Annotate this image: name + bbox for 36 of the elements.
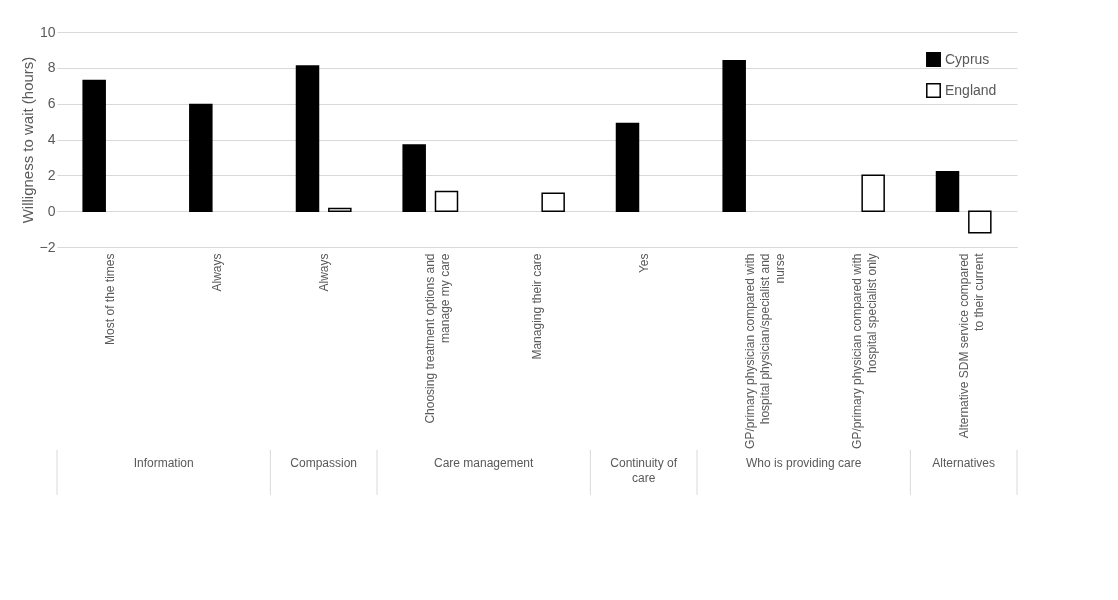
bar [295,65,320,212]
bar [615,122,640,212]
text: Care management [433,456,535,470]
bar [968,210,992,234]
legend-label: Cyprus [945,50,990,67]
bar [189,103,213,212]
text: Continuity of care [610,456,678,485]
y-tick-label: 6 [47,95,56,112]
text: Who is providing care [745,456,862,470]
bar [935,171,960,212]
text: Information [133,456,194,470]
x-tick-label: GP/primary physician compared with hospital physician/specialist and nurse [743,253,788,449]
bar [328,207,352,212]
y-tick-label: 10 [39,23,56,40]
x-tick-label: Choosing treatment options and manage my care [423,253,453,424]
bar [82,79,106,212]
x-tick-label: Managing their care [530,253,544,360]
x-tick-label: Always [210,253,224,292]
bar [434,190,459,212]
text: Alternatives [932,456,996,470]
bar [861,174,885,212]
x-tick-label: Alternative SDM service compared to their current [956,252,986,439]
bar [402,144,426,212]
text: Compassion [290,456,358,470]
legend-label: England [945,81,997,98]
bar [722,59,746,212]
x-tick-label: Always [316,253,331,292]
bar [541,192,565,212]
y-tick-label: 2 [47,166,56,183]
y-tick-label: 0 [47,202,56,219]
y-tick-label: 4 [47,131,56,147]
x-tick-label: Yes [636,253,651,274]
y-axis-title: Willigness to wait (hours) [18,56,36,224]
y-tick-label: 8 [47,59,56,76]
x-tick-label: Most of the times [103,253,118,345]
y-tick-label: −2 [39,238,56,255]
